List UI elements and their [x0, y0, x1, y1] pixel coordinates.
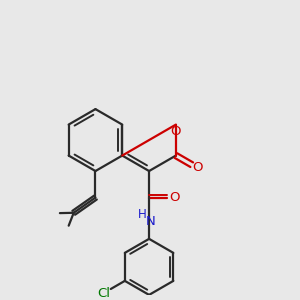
Text: Cl: Cl — [97, 286, 110, 300]
Text: N: N — [146, 215, 155, 228]
Text: O: O — [192, 161, 202, 174]
Text: O: O — [169, 191, 179, 204]
Text: H: H — [138, 208, 147, 221]
Text: O: O — [170, 125, 181, 139]
